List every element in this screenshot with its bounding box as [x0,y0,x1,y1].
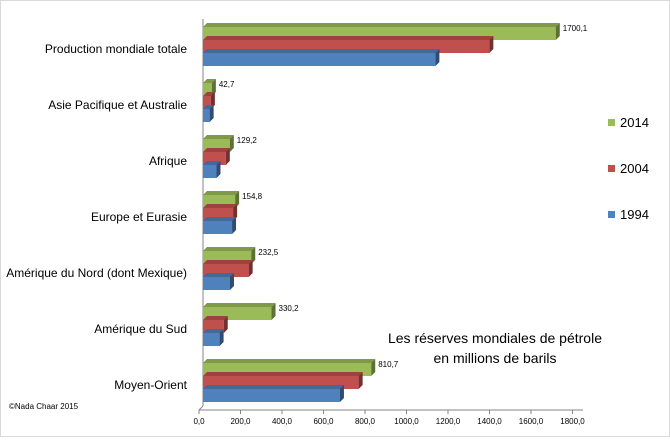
bar-end-face [211,79,216,96]
bar-end-face [209,105,214,122]
bar-end-face [225,148,230,165]
axis-corner-line [198,405,204,411]
bar-end-face [232,217,237,234]
bar-end-face [223,316,228,333]
category-label-europe-et-eurasie: Europe et Eurasie [91,210,187,224]
data-label-2014-production-mondiale-totale: 1700,1 [563,24,588,33]
bar-top-face [203,303,276,307]
x-tick-label: 1000,0 [394,417,419,426]
bar-front-face [203,53,436,66]
bar-top-face [203,217,237,221]
legend-label-2004: 2004 [620,161,649,176]
plot-area: 0,0 200,0 400,0 600,0 800,0 1000,0 1200,0 1400,… [6,19,588,426]
bar-top-face [203,191,240,195]
legend-swatch-2014 [608,119,615,126]
x-tick-label: 800,0 [355,417,376,426]
annotation-line-2: en millions de barils [434,350,557,366]
legend-swatch-1994 [608,211,615,218]
bar-front-face [203,165,217,178]
category-label-asie-pacifique-et-australie: Asie Pacifique et Australie [48,98,187,112]
bar-front-face [203,389,340,402]
credit-text: ©Nada Chaar 2015 [9,402,79,411]
bar-top-face [203,49,440,53]
bar-top-face [203,204,238,208]
category-label-amerique-du-sud: Amérique du Sud [94,322,187,336]
bar-top-face [203,273,234,277]
bar-end-face [435,49,440,66]
data-label-2014-moyen-orient: 810,7 [378,360,399,369]
bar-top-face [203,79,216,83]
data-label-2014-amerique-du-sud: 330,2 [279,304,300,313]
bar-top-face [203,36,494,40]
bar-end-face [210,92,215,109]
bar-end-face [248,260,253,277]
bar-top-face [203,23,560,27]
bar-top-face [203,316,228,320]
bar-1994-europe-et-eurasie [203,217,237,234]
bar-top-face [203,161,221,165]
bar-top-face [203,385,344,389]
bar-top-face [203,247,256,251]
x-tick-label: 1600,0 [519,417,544,426]
legend-label-1994: 1994 [620,207,649,222]
bar-1994-amerique-du-sud [203,329,224,346]
data-label-2014-amerique-du-nord-dont-mexique: 232,5 [258,248,279,257]
annotation: Les réserves mondiales de pétrole en mil… [388,330,602,366]
bar-top-face [203,92,215,96]
bar-front-face [203,109,210,122]
bar-end-face [251,247,256,264]
bar-front-face [203,96,211,109]
bar-top-face [203,359,376,363]
x-tick-label: 0,0 [193,417,205,426]
legend-swatch-2004 [608,165,615,172]
bar-1994-afrique [203,161,221,178]
bar-end-face [371,359,376,376]
category-label-afrique: Afrique [149,154,187,168]
bar-2014-asie-pacifique-et-australie [203,79,216,96]
bar-1994-asie-pacifique-et-australie [203,105,214,122]
data-label-2014-europe-et-eurasie: 154,8 [242,192,263,201]
bar-top-face [203,135,234,139]
bar-front-face [203,277,230,290]
bar-top-face [203,260,253,264]
data-label-2014-afrique: 129,2 [237,136,258,145]
x-tick-label: 1800,0 [560,417,585,426]
bar-front-face [203,333,220,346]
bar-2004-asie-pacifique-et-australie [203,92,215,109]
legend: 2014 2004 1994 [608,115,649,222]
bar-end-face [229,273,234,290]
x-tick-label: 1400,0 [477,417,502,426]
x-tick-label: 200,0 [230,417,251,426]
x-tick-label: 1200,0 [436,417,461,426]
category-label-production-mondiale-totale: Production mondiale totale [45,42,187,56]
bar-end-face [229,135,234,152]
bar-end-face [219,329,224,346]
bar-end-face [233,204,238,221]
bar-front-face [203,83,212,96]
bar-top-face [203,105,214,109]
bar-end-face [358,372,363,389]
bar-1994-amerique-du-nord-dont-mexique [203,273,234,290]
x-tick-label: 400,0 [272,417,293,426]
bar-end-face [555,23,560,40]
bar-end-face [216,161,221,178]
bar-top-face [203,372,363,376]
bar-end-face [489,36,494,53]
bar-end-face [339,385,344,402]
x-tick-label: 600,0 [313,417,334,426]
category-label-amerique-du-nord-dont-mexique: Amérique du Nord (dont Mexique) [6,266,187,280]
data-label-2014-asie-pacifique-et-australie: 42,7 [219,80,235,89]
annotation-line-1: Les réserves mondiales de pétrole [388,330,602,346]
category-label-moyen-orient: Moyen-Orient [114,378,187,392]
bar-1994-moyen-orient [203,385,344,402]
bar-top-face [203,148,230,152]
legend-label-2014: 2014 [620,115,649,130]
bar-front-face [203,221,233,234]
bar-end-face [235,191,240,208]
bar-top-face [203,329,224,333]
bar-end-face [271,303,276,320]
bar-1994-production-mondiale-totale [203,49,440,66]
